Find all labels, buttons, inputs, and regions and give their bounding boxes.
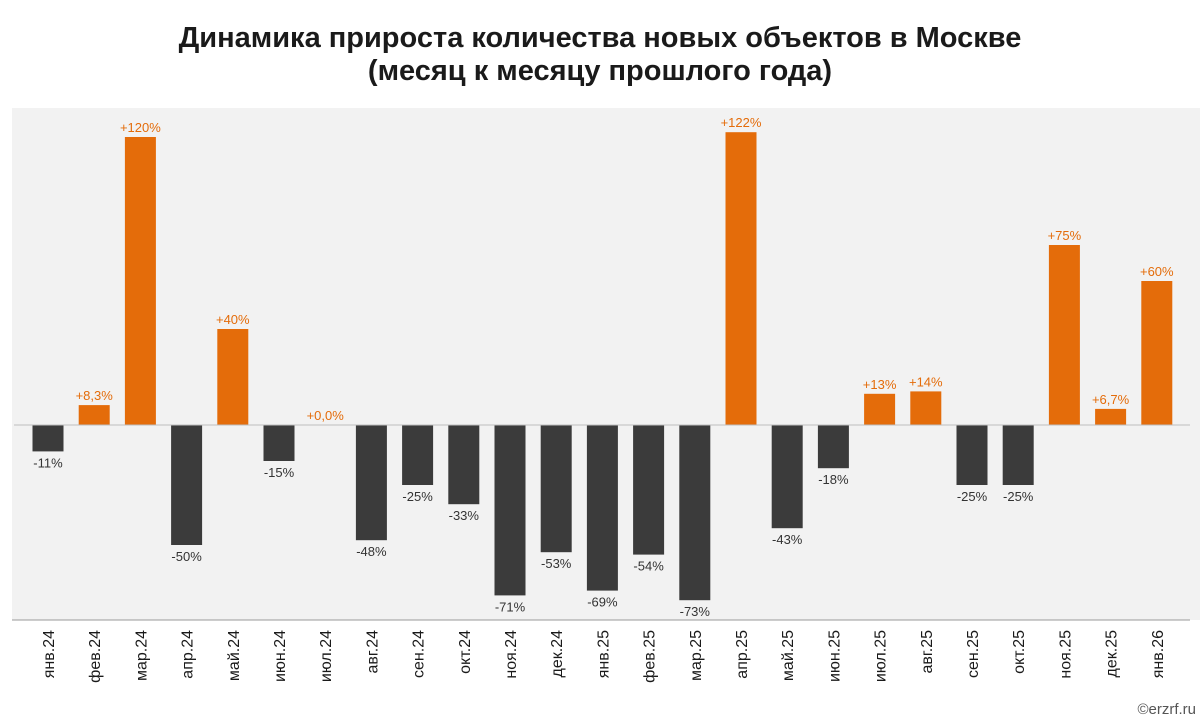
bar-мар.25	[679, 425, 711, 601]
bar-окт.25	[1002, 425, 1034, 485]
x-tick-label-фев.25: фев.25	[642, 630, 659, 683]
bar-фев.25	[633, 425, 665, 555]
data-label-мар.25: -73%	[680, 604, 711, 619]
data-label-янв.25: -69%	[587, 595, 618, 610]
bar-окт.24	[448, 425, 480, 505]
bar-апр.25	[725, 132, 757, 425]
watermark: ©erzrf.ru	[1137, 701, 1196, 718]
x-tick-label-июн.25: июн.25	[826, 630, 843, 682]
data-label-окт.24: -33%	[449, 508, 480, 523]
bar-ноя.24	[494, 425, 526, 596]
bar-дек.24	[540, 425, 572, 553]
bar-апр.24	[171, 425, 203, 545]
x-tick-label-мар.24: мар.24	[133, 630, 150, 681]
x-tick-label-апр.24: апр.24	[180, 630, 197, 679]
bar-фев.24	[78, 405, 110, 425]
data-label-июн.25: -18%	[818, 472, 849, 487]
bar-авг.24	[355, 425, 387, 541]
x-tick-label-май.24: май.24	[226, 630, 243, 681]
bar-сен.24	[402, 425, 434, 485]
x-tick-label-дек.24: дек.24	[549, 630, 566, 678]
bar-май.25	[771, 425, 803, 529]
bars-group: -11%+8,3%+120%-50%+40%-15%+0,0%-48%-25%-…	[32, 115, 1174, 619]
bar-дек.25	[1095, 408, 1127, 425]
bar-мар.24	[124, 137, 156, 425]
data-label-мар.24: +120%	[120, 120, 161, 135]
x-tick-labels-group: янв.24 фев.24 мар.24 апр.24 май.24 июн.24 июл.…	[41, 630, 1167, 683]
data-label-июл.24: +0,0%	[307, 408, 345, 423]
x-tick-label-янв.24: янв.24	[41, 630, 58, 678]
bar-янв.25	[586, 425, 618, 591]
chart-title-line-1: Динамика прироста количества новых объек…	[178, 22, 1022, 54]
x-tick-label-сен.25: сен.25	[965, 630, 982, 678]
data-label-июн.24: -15%	[264, 465, 295, 480]
x-tick-label-ноя.25: ноя.25	[1057, 630, 1074, 679]
x-tick-label-янв.25: янв.25	[595, 630, 612, 678]
data-label-май.24: +40%	[216, 312, 250, 327]
data-label-фев.24: +8,3%	[76, 388, 114, 403]
x-tick-label-июл.24: июл.24	[318, 630, 335, 682]
bar-июн.25	[817, 425, 849, 469]
x-tick-label-июл.25: июл.25	[873, 630, 890, 682]
bar-ноя.25	[1048, 245, 1080, 425]
bar-сен.25	[956, 425, 988, 485]
data-label-апр.24: -50%	[171, 549, 202, 564]
x-tick-label-апр.25: апр.25	[734, 630, 751, 679]
bar-янв.24	[32, 425, 64, 452]
x-tick-label-мар.25: мар.25	[688, 630, 705, 681]
bar-июл.25	[864, 393, 896, 425]
data-label-апр.25: +122%	[721, 115, 762, 130]
data-label-дек.25: +6,7%	[1092, 392, 1130, 407]
x-tick-label-сен.24: сен.24	[411, 630, 428, 678]
x-tick-label-янв.26: янв.26	[1150, 630, 1167, 678]
x-tick-label-май.25: май.25	[780, 630, 797, 681]
data-label-фев.25: -54%	[633, 559, 664, 574]
bar-июн.24	[263, 425, 295, 461]
data-label-янв.26: +60%	[1140, 264, 1174, 279]
bar-май.24	[217, 329, 249, 425]
x-tick-label-фев.24: фев.24	[87, 630, 104, 683]
bar-авг.25	[910, 391, 942, 425]
data-label-ноя.25: +75%	[1048, 228, 1082, 243]
data-label-янв.24: -11%	[33, 455, 63, 470]
data-label-ноя.24: -71%	[495, 599, 526, 614]
data-label-авг.25: +14%	[909, 374, 943, 389]
x-tick-label-окт.25: окт.25	[1011, 630, 1028, 674]
data-label-дек.24: -53%	[541, 556, 572, 571]
data-label-июл.25: +13%	[863, 377, 897, 392]
x-tick-label-окт.24: окт.24	[457, 630, 474, 674]
x-tick-label-дек.25: дек.25	[1104, 630, 1121, 678]
data-label-авг.24: -48%	[356, 544, 387, 559]
x-tick-label-авг.24: авг.24	[364, 630, 381, 674]
x-tick-label-авг.25: авг.25	[919, 630, 936, 674]
x-tick-label-июн.24: июн.24	[272, 630, 289, 682]
data-label-сен.24: -25%	[402, 489, 433, 504]
bar-янв.26	[1141, 281, 1173, 425]
x-tick-label-ноя.24: ноя.24	[503, 630, 520, 679]
data-label-окт.25: -25%	[1003, 489, 1034, 504]
data-label-сен.25: -25%	[957, 489, 988, 504]
data-label-май.25: -43%	[772, 532, 803, 547]
chart-title-line-2: (месяц к месяцу прошлого года)	[367, 55, 833, 87]
